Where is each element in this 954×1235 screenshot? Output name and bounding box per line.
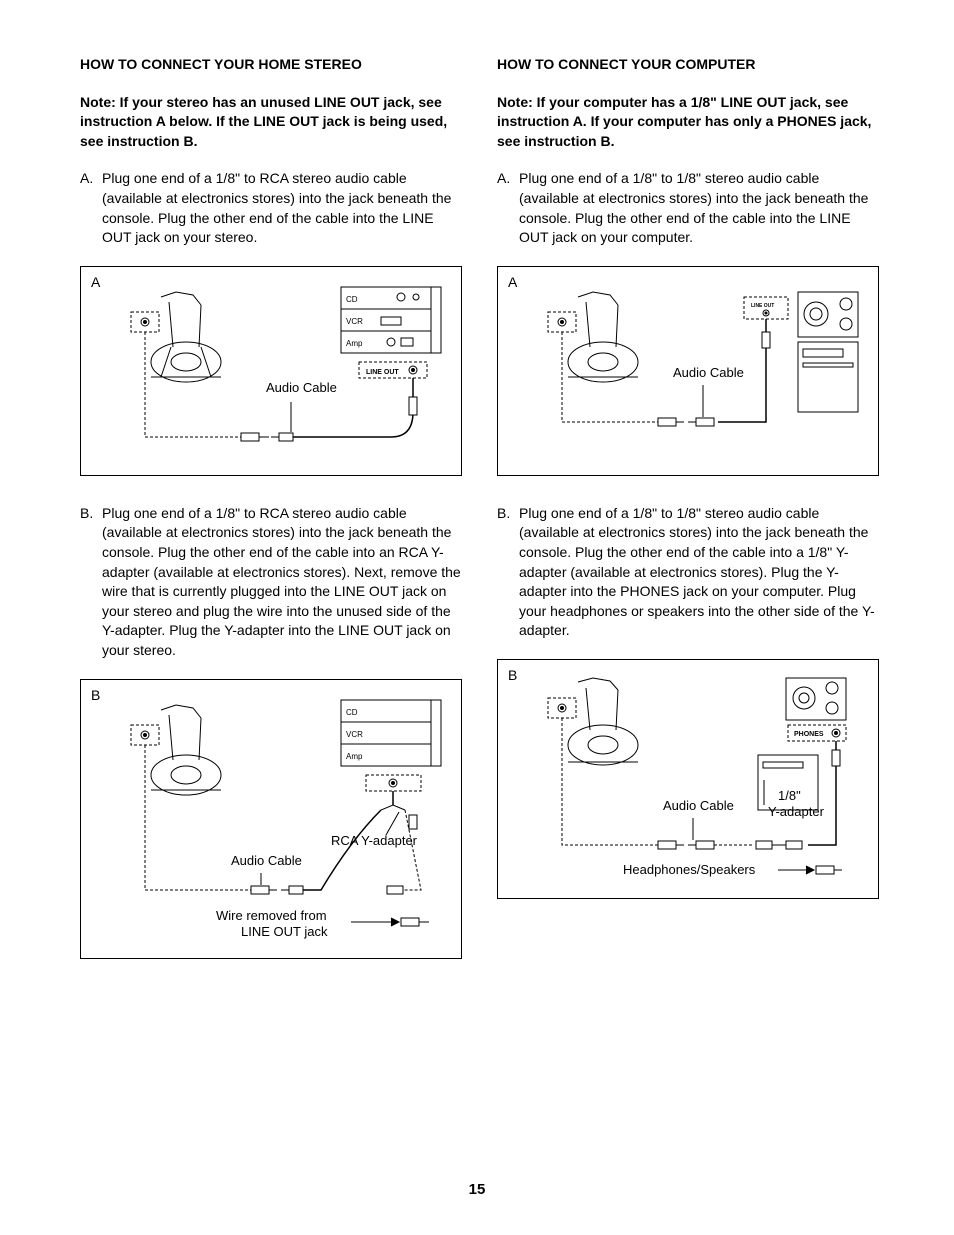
right-note: Note: If your computer has a 1/8" LINE O… bbox=[497, 93, 879, 152]
left-item-b: B. Plug one end of a 1/8" to RCA stereo … bbox=[80, 504, 462, 661]
left-column: HOW TO CONNECT YOUR HOME STEREO Note: If… bbox=[80, 55, 462, 987]
rca-label: RCA Y-adapter bbox=[331, 833, 418, 848]
svg-text:CD: CD bbox=[346, 708, 358, 717]
yadapter-l2: Y-adapter bbox=[768, 804, 825, 819]
left-diagram-b: B bbox=[80, 679, 462, 959]
left-note: Note: If your stereo has an unused LINE … bbox=[80, 93, 462, 152]
svg-text:Amp: Amp bbox=[346, 752, 363, 761]
item-text: Plug one end of a 1/8" to RCA stereo aud… bbox=[102, 169, 462, 247]
right-item-a: A. Plug one end of a 1/8" to 1/8" stereo… bbox=[497, 169, 879, 247]
right-item-b: B. Plug one end of a 1/8" to 1/8" stereo… bbox=[497, 504, 879, 641]
audio-cable-label: Audio Cable bbox=[231, 853, 302, 868]
wire-removed-l2: LINE OUT jack bbox=[241, 924, 328, 939]
stereo-diagram-b-svg: CD VCR Amp bbox=[91, 690, 451, 945]
left-item-a: A. Plug one end of a 1/8" to RCA stereo … bbox=[80, 169, 462, 247]
right-diagram-a: A bbox=[497, 266, 879, 476]
right-diagram-b: B bbox=[497, 659, 879, 899]
page-number: 15 bbox=[469, 1179, 486, 1200]
stereo-stack-icon: CD VCR Amp bbox=[341, 287, 441, 353]
stereo-diagram-a-svg: CD VCR Amp LINE OUT bbox=[91, 277, 451, 462]
svg-text:PHONES: PHONES bbox=[794, 731, 824, 738]
item-marker: B. bbox=[497, 504, 519, 641]
elliptical-icon bbox=[568, 678, 638, 765]
item-text: Plug one end of a 1/8" to RCA stereo aud… bbox=[102, 504, 462, 661]
left-diagram-a: A bbox=[80, 266, 462, 476]
computer-diagram-a-svg: LINE OUT Audio Cable bbox=[508, 277, 868, 462]
audio-cable-label: Audio Cable bbox=[673, 365, 744, 380]
stereo-stack-icon: CD VCR Amp bbox=[341, 700, 441, 766]
computer-panel-icon bbox=[758, 678, 846, 810]
yadapter-l1: 1/8" bbox=[778, 788, 801, 803]
elliptical-icon bbox=[568, 292, 638, 382]
left-heading: HOW TO CONNECT YOUR HOME STEREO bbox=[80, 55, 462, 75]
cable-left bbox=[145, 332, 241, 437]
diagram-letter: A bbox=[508, 273, 517, 293]
computer-panel-icon bbox=[798, 292, 858, 412]
lineout-label: LINE OUT bbox=[366, 369, 399, 376]
svg-text:VCR: VCR bbox=[346, 730, 363, 739]
computer-diagram-b-svg: PHONES bbox=[508, 670, 868, 885]
item-marker: B. bbox=[80, 504, 102, 661]
item-text: Plug one end of a 1/8" to 1/8" stereo au… bbox=[519, 504, 879, 641]
audio-cable-label-l1: Audio Cable bbox=[266, 380, 337, 395]
right-column: HOW TO CONNECT YOUR COMPUTER Note: If yo… bbox=[497, 55, 879, 987]
two-column-layout: HOW TO CONNECT YOUR HOME STEREO Note: If… bbox=[80, 55, 874, 987]
elliptical-icon bbox=[151, 292, 221, 382]
amp-label: Amp bbox=[346, 339, 363, 348]
item-marker: A. bbox=[80, 169, 102, 247]
svg-text:LINE OUT: LINE OUT bbox=[751, 303, 774, 309]
right-heading: HOW TO CONNECT YOUR COMPUTER bbox=[497, 55, 879, 75]
wire-removed-l1: Wire removed from bbox=[216, 908, 327, 923]
headphones-label: Headphones/Speakers bbox=[623, 862, 756, 877]
diagram-letter: A bbox=[91, 273, 100, 293]
elliptical-icon bbox=[151, 705, 221, 795]
audio-cable-label: Audio Cable bbox=[663, 798, 734, 813]
diagram-letter: B bbox=[91, 686, 100, 706]
cd-label: CD bbox=[346, 295, 358, 304]
item-marker: A. bbox=[497, 169, 519, 247]
diagram-letter: B bbox=[508, 666, 517, 686]
item-text: Plug one end of a 1/8" to 1/8" stereo au… bbox=[519, 169, 879, 247]
vcr-label: VCR bbox=[346, 317, 363, 326]
